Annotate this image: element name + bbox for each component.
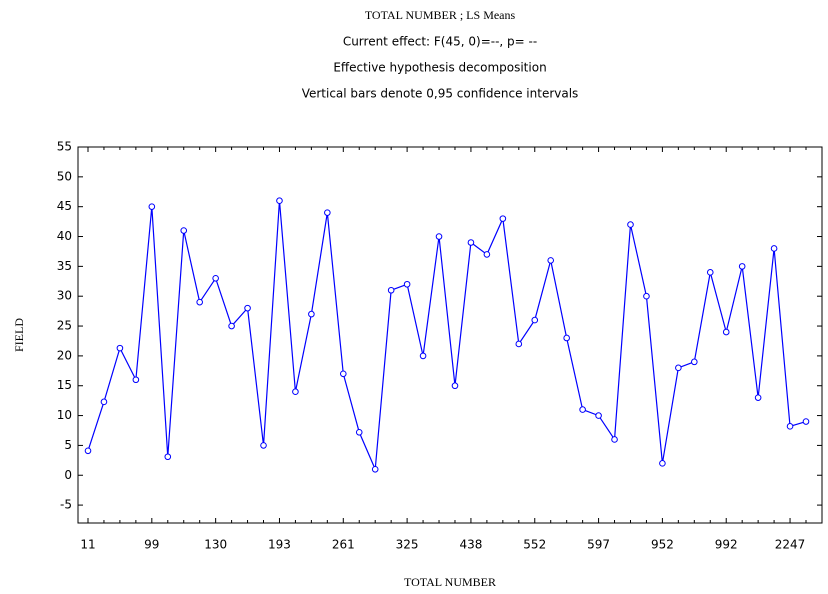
- data-point: [611, 436, 618, 443]
- y-tick-label: 15: [57, 378, 72, 392]
- x-tick-label: 2247: [775, 538, 806, 552]
- chart-subtitle: Vertical bars denote 0,95 confidence int…: [302, 87, 579, 101]
- x-tick-label: 438: [459, 538, 482, 552]
- y-tick-label: 0: [64, 468, 72, 482]
- y-tick-label: 5: [64, 438, 72, 452]
- data-point: [435, 233, 443, 240]
- data-point: [308, 310, 315, 318]
- data-point: [451, 382, 459, 390]
- data-point: [515, 340, 523, 348]
- data-point: [691, 358, 698, 366]
- data-point: [164, 453, 172, 461]
- data-point: [228, 322, 235, 330]
- x-tick-label: 99: [144, 538, 159, 552]
- data-point: [786, 423, 794, 430]
- x-tick-label: 11: [80, 538, 95, 552]
- data-point: [419, 352, 427, 360]
- y-tick-label: 55: [57, 140, 72, 154]
- data-point: [627, 221, 634, 228]
- data-line: [87, 200, 807, 470]
- chart-title: TOTAL NUMBER ; LS Means: [365, 8, 516, 22]
- data-point: [84, 447, 92, 455]
- x-tick-label: 193: [268, 538, 291, 552]
- data-point: [100, 398, 108, 406]
- data-point: [355, 428, 363, 436]
- data-point: [531, 316, 539, 324]
- y-tick-label: 20: [57, 348, 72, 362]
- data-point: [770, 245, 778, 252]
- y-tick-label: 10: [57, 408, 72, 422]
- data-point: [659, 460, 666, 467]
- data-point: [595, 412, 602, 419]
- x-tick-label: 952: [651, 538, 674, 552]
- y-tick-label: 35: [57, 259, 72, 273]
- x-axis-label: TOTAL NUMBER: [404, 575, 496, 589]
- data-point: [180, 227, 188, 234]
- data-point: [403, 280, 411, 288]
- data-point: [116, 344, 124, 352]
- x-tick-label: 552: [523, 538, 546, 552]
- data-point: [738, 263, 746, 270]
- data-point: [579, 406, 586, 413]
- data-point: [754, 394, 762, 401]
- plot-frame: [77, 146, 823, 524]
- data-point: [675, 364, 682, 372]
- data-point: [148, 203, 156, 210]
- y-tick-label: 45: [57, 199, 72, 213]
- x-tick-label: 325: [396, 538, 419, 552]
- data-point: [324, 209, 331, 216]
- data-point: [260, 442, 267, 449]
- data-point: [802, 418, 810, 425]
- data-point: [387, 286, 395, 294]
- data-point: [483, 251, 491, 258]
- x-tick-label: 130: [204, 538, 227, 552]
- y-tick-label: 50: [57, 169, 72, 183]
- chart-subtitle: Effective hypothesis decomposition: [333, 61, 546, 75]
- data-point: [339, 370, 347, 378]
- y-tick-label: 30: [57, 289, 72, 303]
- data-point: [706, 269, 714, 276]
- data-point: [371, 465, 379, 473]
- x-tick-label: 597: [587, 538, 610, 552]
- x-tick-label: 261: [332, 538, 355, 552]
- data-point: [212, 275, 219, 282]
- data-point: [244, 304, 251, 312]
- data-point: [132, 376, 140, 384]
- data-point: [643, 292, 650, 300]
- chart-subtitle: Current effect: F(45, 0)=--, p= --: [343, 35, 537, 49]
- y-tick-label: -5: [60, 498, 72, 512]
- data-point: [499, 215, 507, 222]
- y-axis-label: FIELD: [12, 318, 26, 352]
- data-point: [722, 328, 730, 336]
- data-point: [196, 298, 203, 306]
- x-tick-label: 992: [715, 538, 738, 552]
- data-point: [563, 334, 570, 342]
- data-point: [292, 388, 299, 395]
- data-point: [467, 239, 475, 246]
- data-point: [276, 197, 283, 205]
- y-tick-label: 40: [57, 229, 72, 243]
- data-point: [547, 257, 555, 264]
- y-tick-label: 25: [57, 319, 72, 333]
